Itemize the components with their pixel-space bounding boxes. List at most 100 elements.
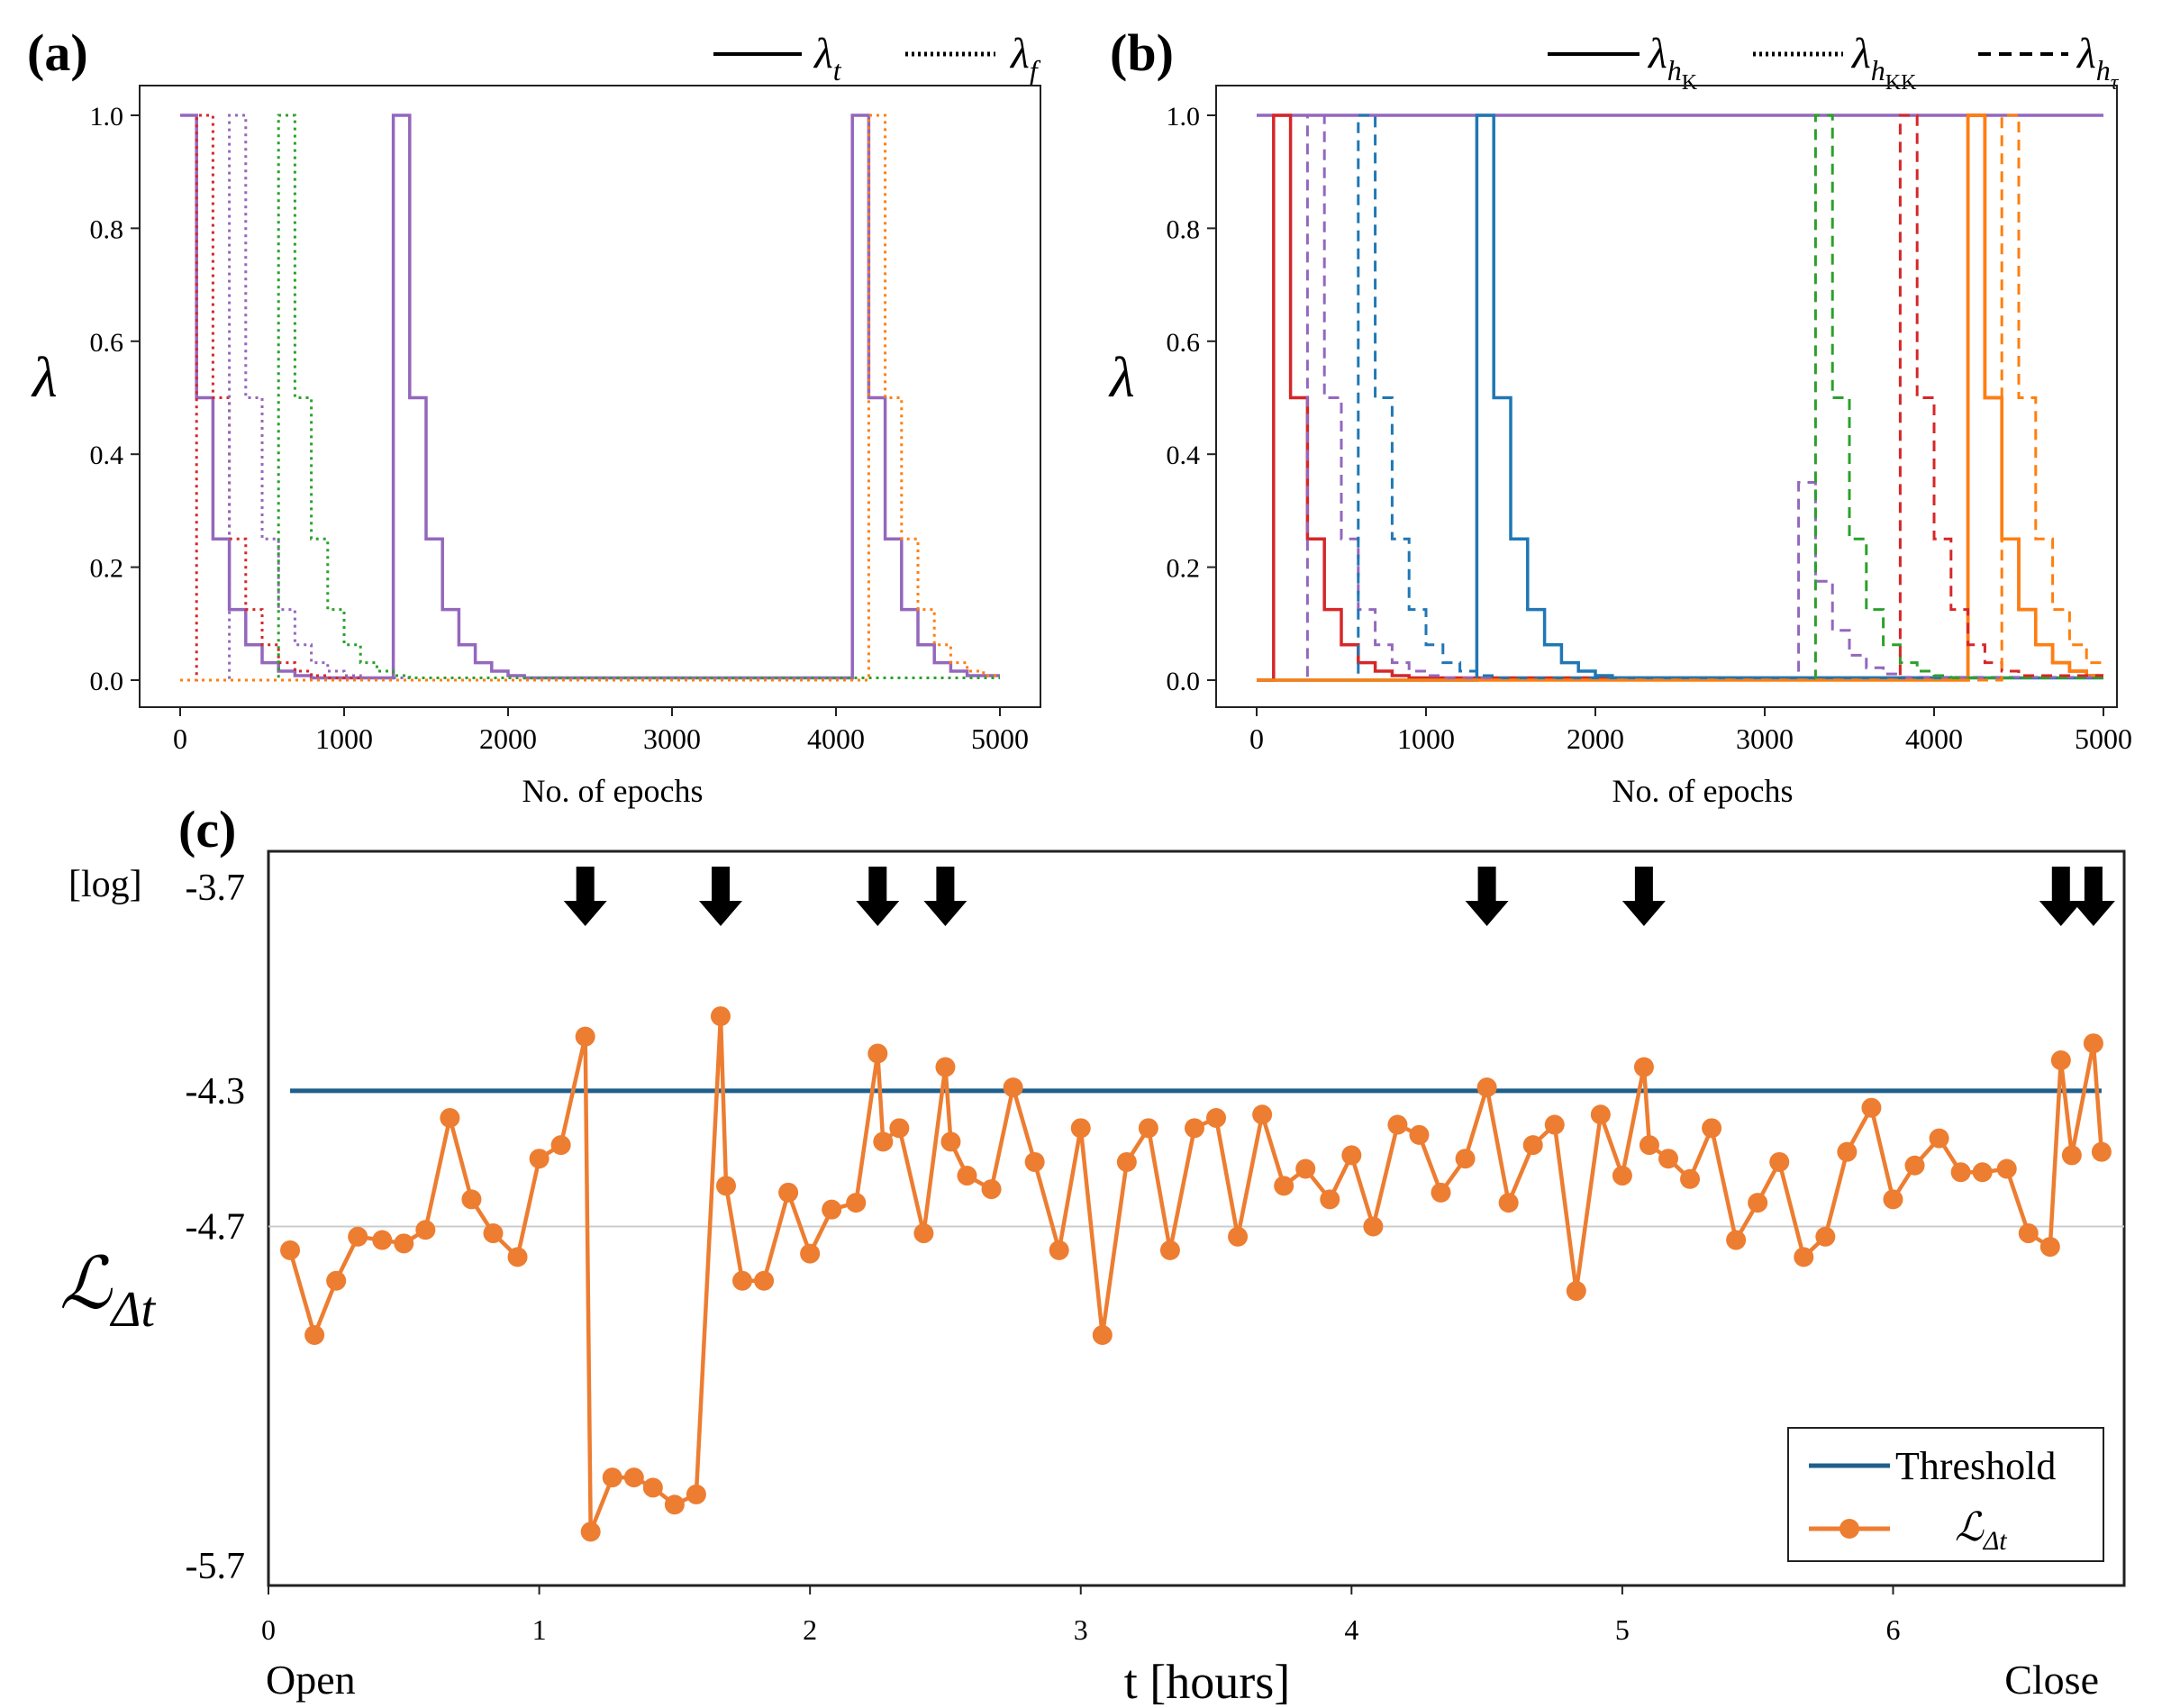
loss-point xyxy=(280,1240,301,1260)
loss-point xyxy=(1228,1226,1249,1247)
event-arrow-icon xyxy=(2039,867,2083,926)
loss-point xyxy=(415,1220,436,1240)
panel-c-legend: Threshold ℒΔt xyxy=(1787,1427,2104,1562)
loss-point xyxy=(715,1176,736,1196)
series-line-purple-dotted xyxy=(180,114,1000,682)
loss-point xyxy=(1092,1324,1113,1345)
panel-b-plot-frame xyxy=(1215,85,2118,708)
loss-point xyxy=(507,1247,528,1267)
loss-point xyxy=(1815,1226,1836,1247)
loss-point xyxy=(348,1226,368,1247)
loss-point xyxy=(686,1484,706,1504)
loss-point xyxy=(1566,1281,1586,1302)
loss-point xyxy=(2018,1223,2039,1244)
loss-point xyxy=(1476,1077,1497,1098)
y-tick-label: 1.0 xyxy=(90,102,124,132)
loss-point xyxy=(483,1223,504,1244)
y-tick-label: 0.8 xyxy=(1167,214,1201,244)
panel-b-xlabel: No. of epochs xyxy=(1612,773,1794,809)
loss-point xyxy=(1431,1182,1451,1203)
loss-point xyxy=(1024,1151,1045,1172)
x-tick-label: 1000 xyxy=(1397,722,1455,755)
x-tick-label: 4 xyxy=(1344,1613,1358,1646)
loss-point xyxy=(1522,1135,1543,1156)
loss-point xyxy=(800,1243,821,1264)
loss-point xyxy=(372,1230,393,1250)
y-tick-label: 0.6 xyxy=(1167,328,1201,358)
x-tick-label: 5 xyxy=(1615,1613,1630,1646)
event-arrow-icon xyxy=(856,867,900,926)
panel-b-legend: λhK λhKK λhτ xyxy=(1548,30,2120,95)
loss-point xyxy=(1929,1128,1949,1149)
series-line-orange-dashed xyxy=(1257,114,2103,682)
x-tick-label: 4000 xyxy=(807,722,865,755)
x-tick-label: 5000 xyxy=(2075,722,2132,755)
x-tick-label: 2000 xyxy=(479,722,537,755)
loss-point xyxy=(1049,1240,1069,1260)
x-tick-label: 0 xyxy=(173,722,187,755)
y-tick-label: -4.7 xyxy=(186,1207,246,1249)
panel-c-log-label: [log] xyxy=(68,864,142,905)
y-tick-label: -4.3 xyxy=(186,1071,246,1113)
loss-point xyxy=(1726,1230,1747,1250)
loss-point xyxy=(935,1057,956,1077)
loss-point xyxy=(889,1118,910,1139)
y-tick-label: 0.0 xyxy=(1167,667,1201,696)
loss-point xyxy=(1159,1240,1180,1260)
loss-point xyxy=(1658,1149,1678,1169)
loss-point xyxy=(1455,1149,1476,1169)
loss-point xyxy=(2039,1237,2060,1258)
series-line-blue-solid xyxy=(1257,114,2103,682)
loss-point xyxy=(1837,1141,1858,1162)
panel-a-ylabel: λ xyxy=(31,345,58,409)
panel-c-close-label: Close xyxy=(2004,1657,2099,1703)
loss-point xyxy=(1363,1216,1384,1237)
x-tick-label: 2000 xyxy=(1567,722,1624,755)
legend-b-lambda-hkk: λhKK xyxy=(1850,30,1917,95)
series-line-orange-dotted xyxy=(180,114,1000,682)
loss-point xyxy=(461,1189,482,1210)
panel-a: (a) λt λf 0.0 0.2 0.4 0.6 0.8 1.0 0 1000 2000 30… xyxy=(27,23,1041,809)
legend-b-lambda-htau: λhτ xyxy=(2076,30,2120,95)
loss-point xyxy=(1590,1104,1611,1125)
event-arrow-icon xyxy=(1621,867,1666,926)
loss-point xyxy=(1702,1118,1722,1139)
panel-c-legend-box xyxy=(1787,1427,2104,1562)
loss-point xyxy=(2061,1145,2082,1166)
loss-point xyxy=(623,1467,644,1488)
y-tick-label: 0.6 xyxy=(90,328,124,358)
x-tick-label: 2 xyxy=(803,1613,817,1646)
loss-point xyxy=(440,1108,460,1129)
y-tick-label: 0.2 xyxy=(90,554,124,584)
loss-point xyxy=(1680,1168,1701,1189)
legend-a-lambda-t: λt xyxy=(813,30,842,86)
loss-point xyxy=(1409,1124,1430,1145)
loss-point xyxy=(778,1182,799,1203)
loss-point xyxy=(710,1006,731,1027)
panel-a-legend: λt λf xyxy=(713,30,1041,86)
panel-c: (c) [log] -3.7 -4.3 -4.7 -5.7 0 1 2 3 4 5 6 ℒΔt O… xyxy=(59,800,2126,1708)
loss-point xyxy=(846,1193,867,1213)
event-arrow-icon xyxy=(1465,867,1509,926)
panel-a-xlabel: No. of epochs xyxy=(522,773,704,809)
panel-c-xlabel: t [hours] xyxy=(1124,1655,1290,1708)
loss-point xyxy=(754,1270,775,1291)
y-tick-label: 0.4 xyxy=(1167,441,1201,470)
loss-point xyxy=(1003,1077,1023,1098)
x-tick-label: 3 xyxy=(1074,1613,1088,1646)
x-tick-label: 0 xyxy=(1249,722,1264,755)
x-tick-label: 6 xyxy=(1885,1613,1900,1646)
loss-point xyxy=(1544,1114,1565,1135)
panel-b-ylabel: λ xyxy=(1108,345,1135,409)
loss-point xyxy=(1184,1118,1204,1139)
loss-point xyxy=(1341,1145,1362,1166)
loss-point xyxy=(1138,1118,1158,1139)
legend-b-lambda-hk: λhK xyxy=(1647,30,1698,95)
event-arrow-icon xyxy=(699,867,742,926)
series-line-green-dashed xyxy=(1257,114,2103,682)
loss-point xyxy=(1748,1193,1768,1213)
loss-point xyxy=(1633,1057,1654,1077)
loss-point xyxy=(1295,1158,1316,1179)
loss-point xyxy=(1252,1104,1273,1125)
